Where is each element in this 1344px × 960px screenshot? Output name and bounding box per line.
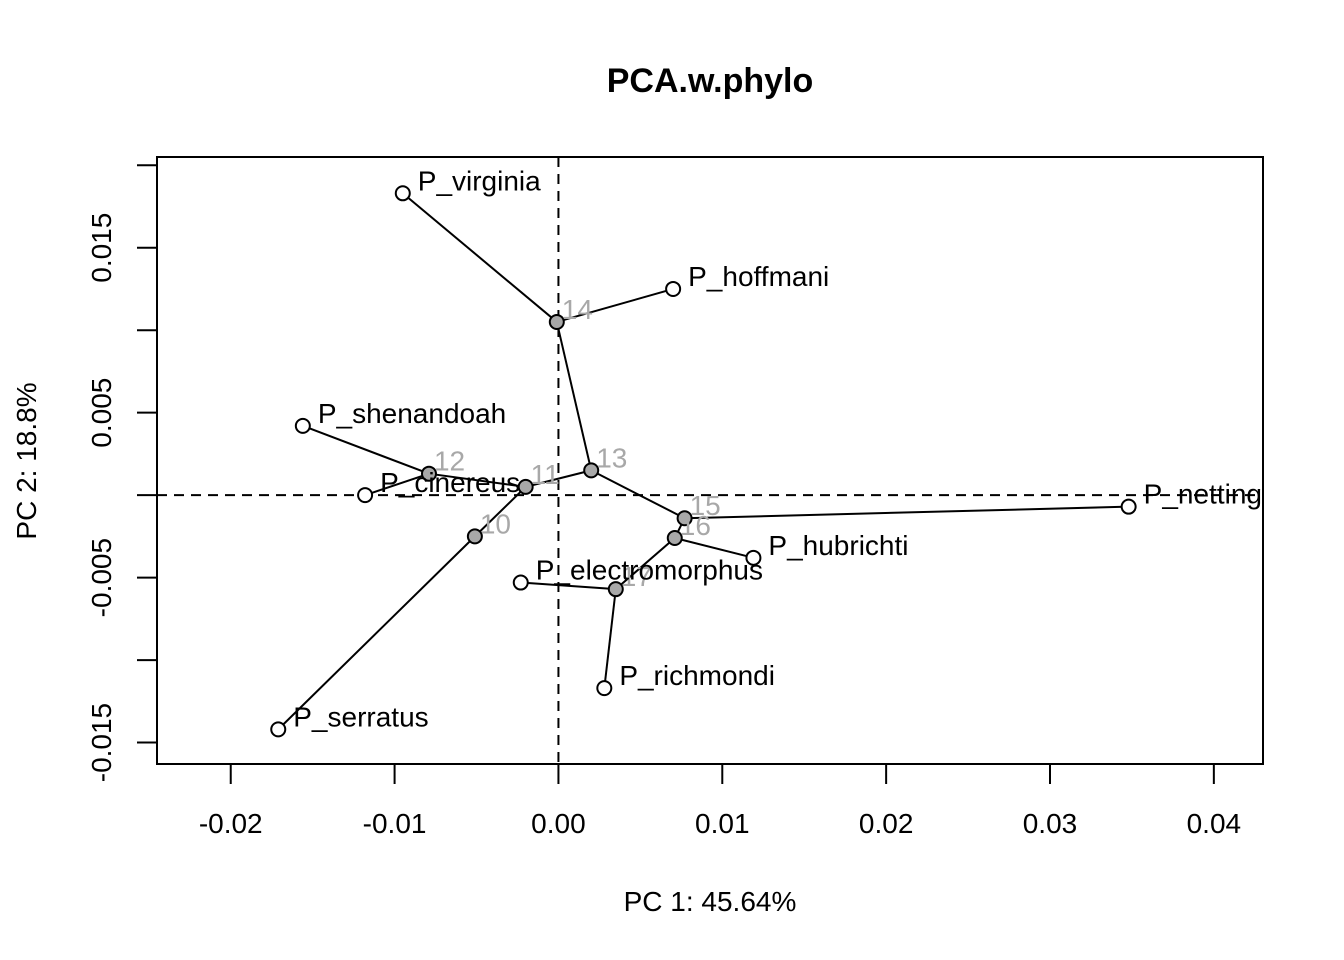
y-tick-label: -0.015 [86, 703, 117, 782]
tip-label: P_virginia [418, 165, 541, 196]
phylogeny-edge [474, 486, 527, 538]
tip-point [394, 185, 411, 202]
x-tick-label: 0.02 [859, 808, 914, 839]
x-tick-label: 0.01 [695, 808, 750, 839]
node-point [676, 510, 693, 527]
tip-point [745, 549, 762, 566]
phylogeny-edge [674, 537, 754, 559]
node-label: 12 [434, 446, 465, 477]
tip-label: P_hoffmani [688, 261, 829, 292]
x-axis-label: PC 1: 45.64% [624, 886, 797, 917]
phylogeny-edge [556, 287, 674, 323]
node-label: 17 [621, 561, 652, 592]
tip-point [596, 680, 613, 697]
phylogeny-edge [615, 537, 676, 590]
node-point [466, 528, 483, 545]
tip-species: P_virginia P_hoffmani P_shenandoah P_cinere… [270, 165, 1269, 738]
phylogeny-edge [364, 472, 430, 497]
phylogeny-edge [525, 469, 592, 488]
tip-label: P_hubrichti [768, 530, 908, 561]
phylogeny-edge [555, 321, 593, 471]
tip-point [512, 574, 529, 591]
x-tick-label: 0.00 [531, 808, 586, 839]
phylogeny-edge [402, 192, 558, 323]
node-label: 11 [531, 459, 560, 490]
chart-title: PCA.w.phylo [607, 62, 814, 100]
tip-label: P_richmondi [619, 660, 775, 691]
y-tick-label: 0.015 [86, 213, 117, 283]
y-tick-label: -0.005 [86, 538, 117, 617]
node-point [548, 313, 565, 330]
phylogeny-edge [684, 505, 1129, 520]
y-tick-label: 0.005 [86, 378, 117, 448]
tip-label: P_nettingi [1144, 479, 1269, 510]
x-tick-label: -0.02 [199, 808, 263, 839]
phylogeny-edges [277, 192, 1129, 731]
phylogeny-edge [302, 424, 430, 475]
tip-point [294, 417, 311, 434]
axes: -0.02 -0.01 0.00 0.01 0.02 0.03 0.04 -0.015 -0.0… [86, 164, 1242, 839]
x-tick-label: -0.01 [363, 808, 427, 839]
node-point [666, 530, 683, 547]
node-label: 10 [480, 508, 511, 539]
phylogeny-edge [428, 472, 526, 488]
node-label: 15 [690, 490, 721, 521]
node-point [583, 462, 600, 479]
x-tick-label: 0.03 [1023, 808, 1078, 839]
node-point [607, 581, 624, 598]
tip-point [270, 721, 287, 738]
node-label: 16 [680, 510, 711, 541]
tip-point [1120, 498, 1137, 515]
tip-point [665, 280, 682, 297]
phylogeny-edge [603, 589, 617, 689]
reference-lines [157, 157, 1263, 764]
node-label: 13 [596, 442, 627, 473]
tip-point [357, 487, 374, 504]
node-point [420, 465, 437, 482]
x-tick-label: 0.04 [1187, 808, 1242, 839]
phylogeny-edge [520, 581, 616, 591]
phylogeny-edge [590, 469, 686, 520]
tip-label: P_electromorphus [536, 555, 763, 586]
tip-label: P_cinereus [380, 467, 520, 498]
tip-label: P_serratus [293, 701, 428, 732]
node-point [517, 478, 534, 495]
tip-label: P_shenandoah [318, 398, 506, 429]
y-axis-label: PC 2: 18.8% [11, 382, 42, 539]
phylogeny-edge [277, 535, 476, 731]
node-label: 14 [562, 294, 593, 325]
